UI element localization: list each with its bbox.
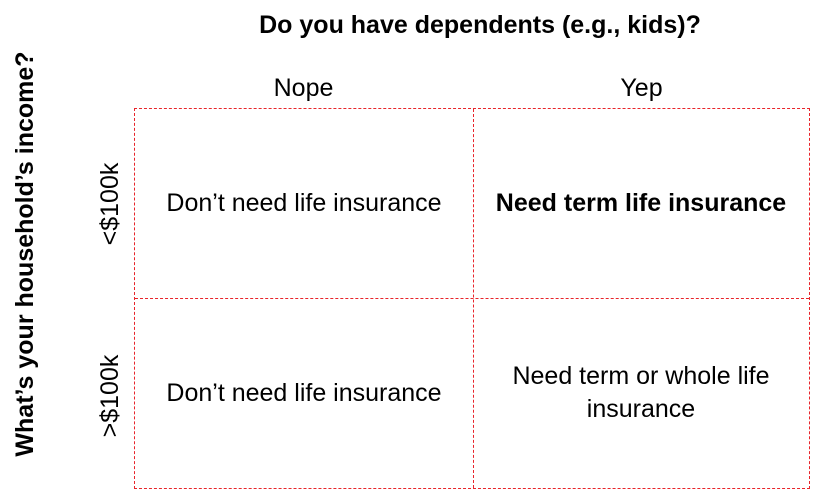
cell-high-income-with-dependents: Need term or whole life insurance bbox=[473, 298, 809, 488]
row-header-over-100k: >$100k bbox=[96, 354, 124, 438]
cell-text: Need term or whole life insurance bbox=[512, 362, 770, 423]
matrix-horizontal-divider bbox=[135, 298, 809, 299]
cell-low-income-with-dependents: Need term life insurance bbox=[473, 109, 809, 298]
income-question-title: What’s your household’s income? bbox=[11, 51, 39, 457]
row-header-under-100k: <$100k bbox=[96, 162, 124, 246]
cell-low-income-no-dependents: Don’t need life insurance bbox=[135, 109, 473, 298]
cell-text: Need term life insurance bbox=[495, 189, 787, 217]
cell-text: Don’t need life insurance bbox=[166, 189, 442, 217]
decision-matrix: Don’t need life insurance Need term life… bbox=[134, 108, 810, 489]
column-header-yep: Yep bbox=[620, 74, 663, 102]
cell-high-income-no-dependents: Don’t need life insurance bbox=[135, 298, 473, 488]
dependents-question-title: Do you have dependents (e.g., kids)? bbox=[259, 11, 701, 39]
column-header-nope: Nope bbox=[273, 74, 334, 102]
cell-text: Don’t need life insurance bbox=[166, 378, 442, 407]
